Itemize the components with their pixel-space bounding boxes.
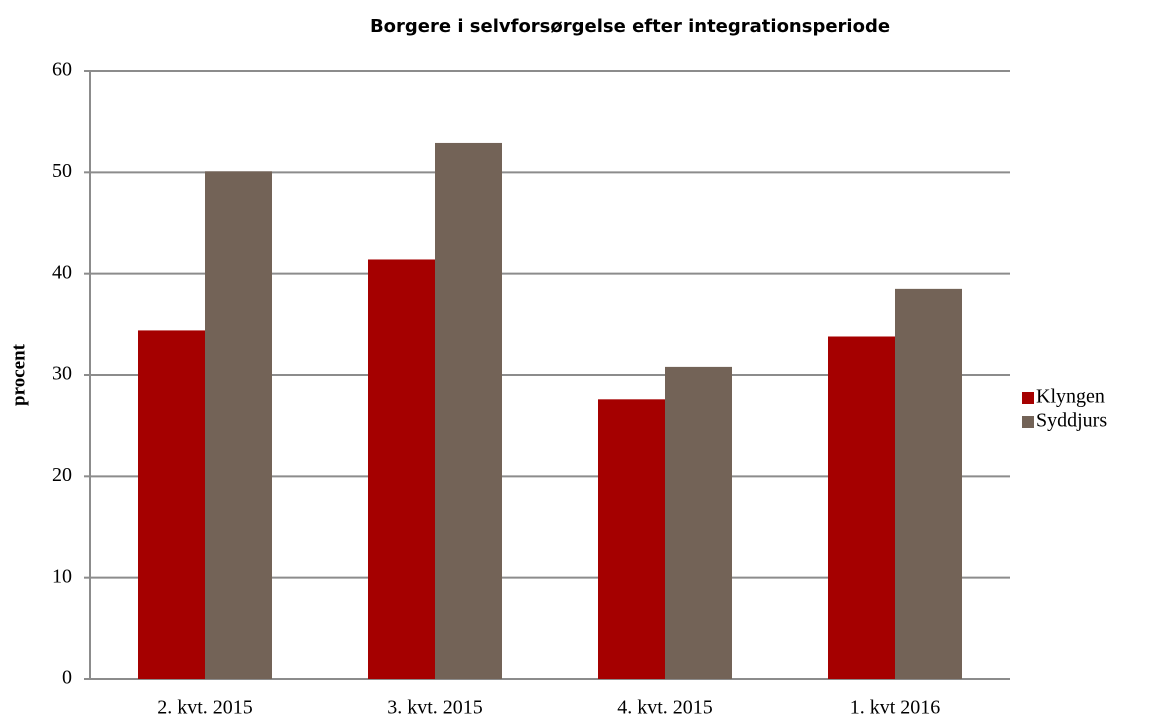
y-axis-label: procent	[8, 343, 29, 406]
bar	[598, 399, 665, 679]
chart-title: Borgere i selvforsørgelse efter integrat…	[370, 16, 890, 37]
legend-label: Klyngen	[1036, 386, 1105, 408]
legend-swatch	[1022, 416, 1034, 428]
bar	[665, 366, 732, 679]
bar	[435, 142, 502, 680]
y-tick-label: 30	[52, 363, 72, 385]
bar	[895, 288, 962, 679]
y-tick-label: 50	[52, 160, 72, 182]
bar	[138, 330, 205, 679]
legend-label: Syddjurs	[1036, 410, 1107, 432]
y-tick-label: 10	[52, 565, 72, 587]
legend-swatch	[1022, 392, 1034, 404]
x-tick-label: 4. kvt. 2015	[617, 697, 713, 719]
x-tick-label: 3. kvt. 2015	[387, 697, 483, 719]
x-tick-label: 2. kvt. 2015	[157, 697, 253, 719]
bar	[828, 336, 895, 679]
y-tick-label: 20	[52, 464, 72, 486]
bar	[205, 171, 272, 679]
y-tick-label: 0	[62, 667, 72, 689]
x-tick-label: 1. kvt 2016	[850, 697, 941, 719]
bar	[368, 259, 435, 679]
y-tick-label: 60	[52, 59, 72, 81]
y-tick-label: 40	[52, 261, 72, 283]
